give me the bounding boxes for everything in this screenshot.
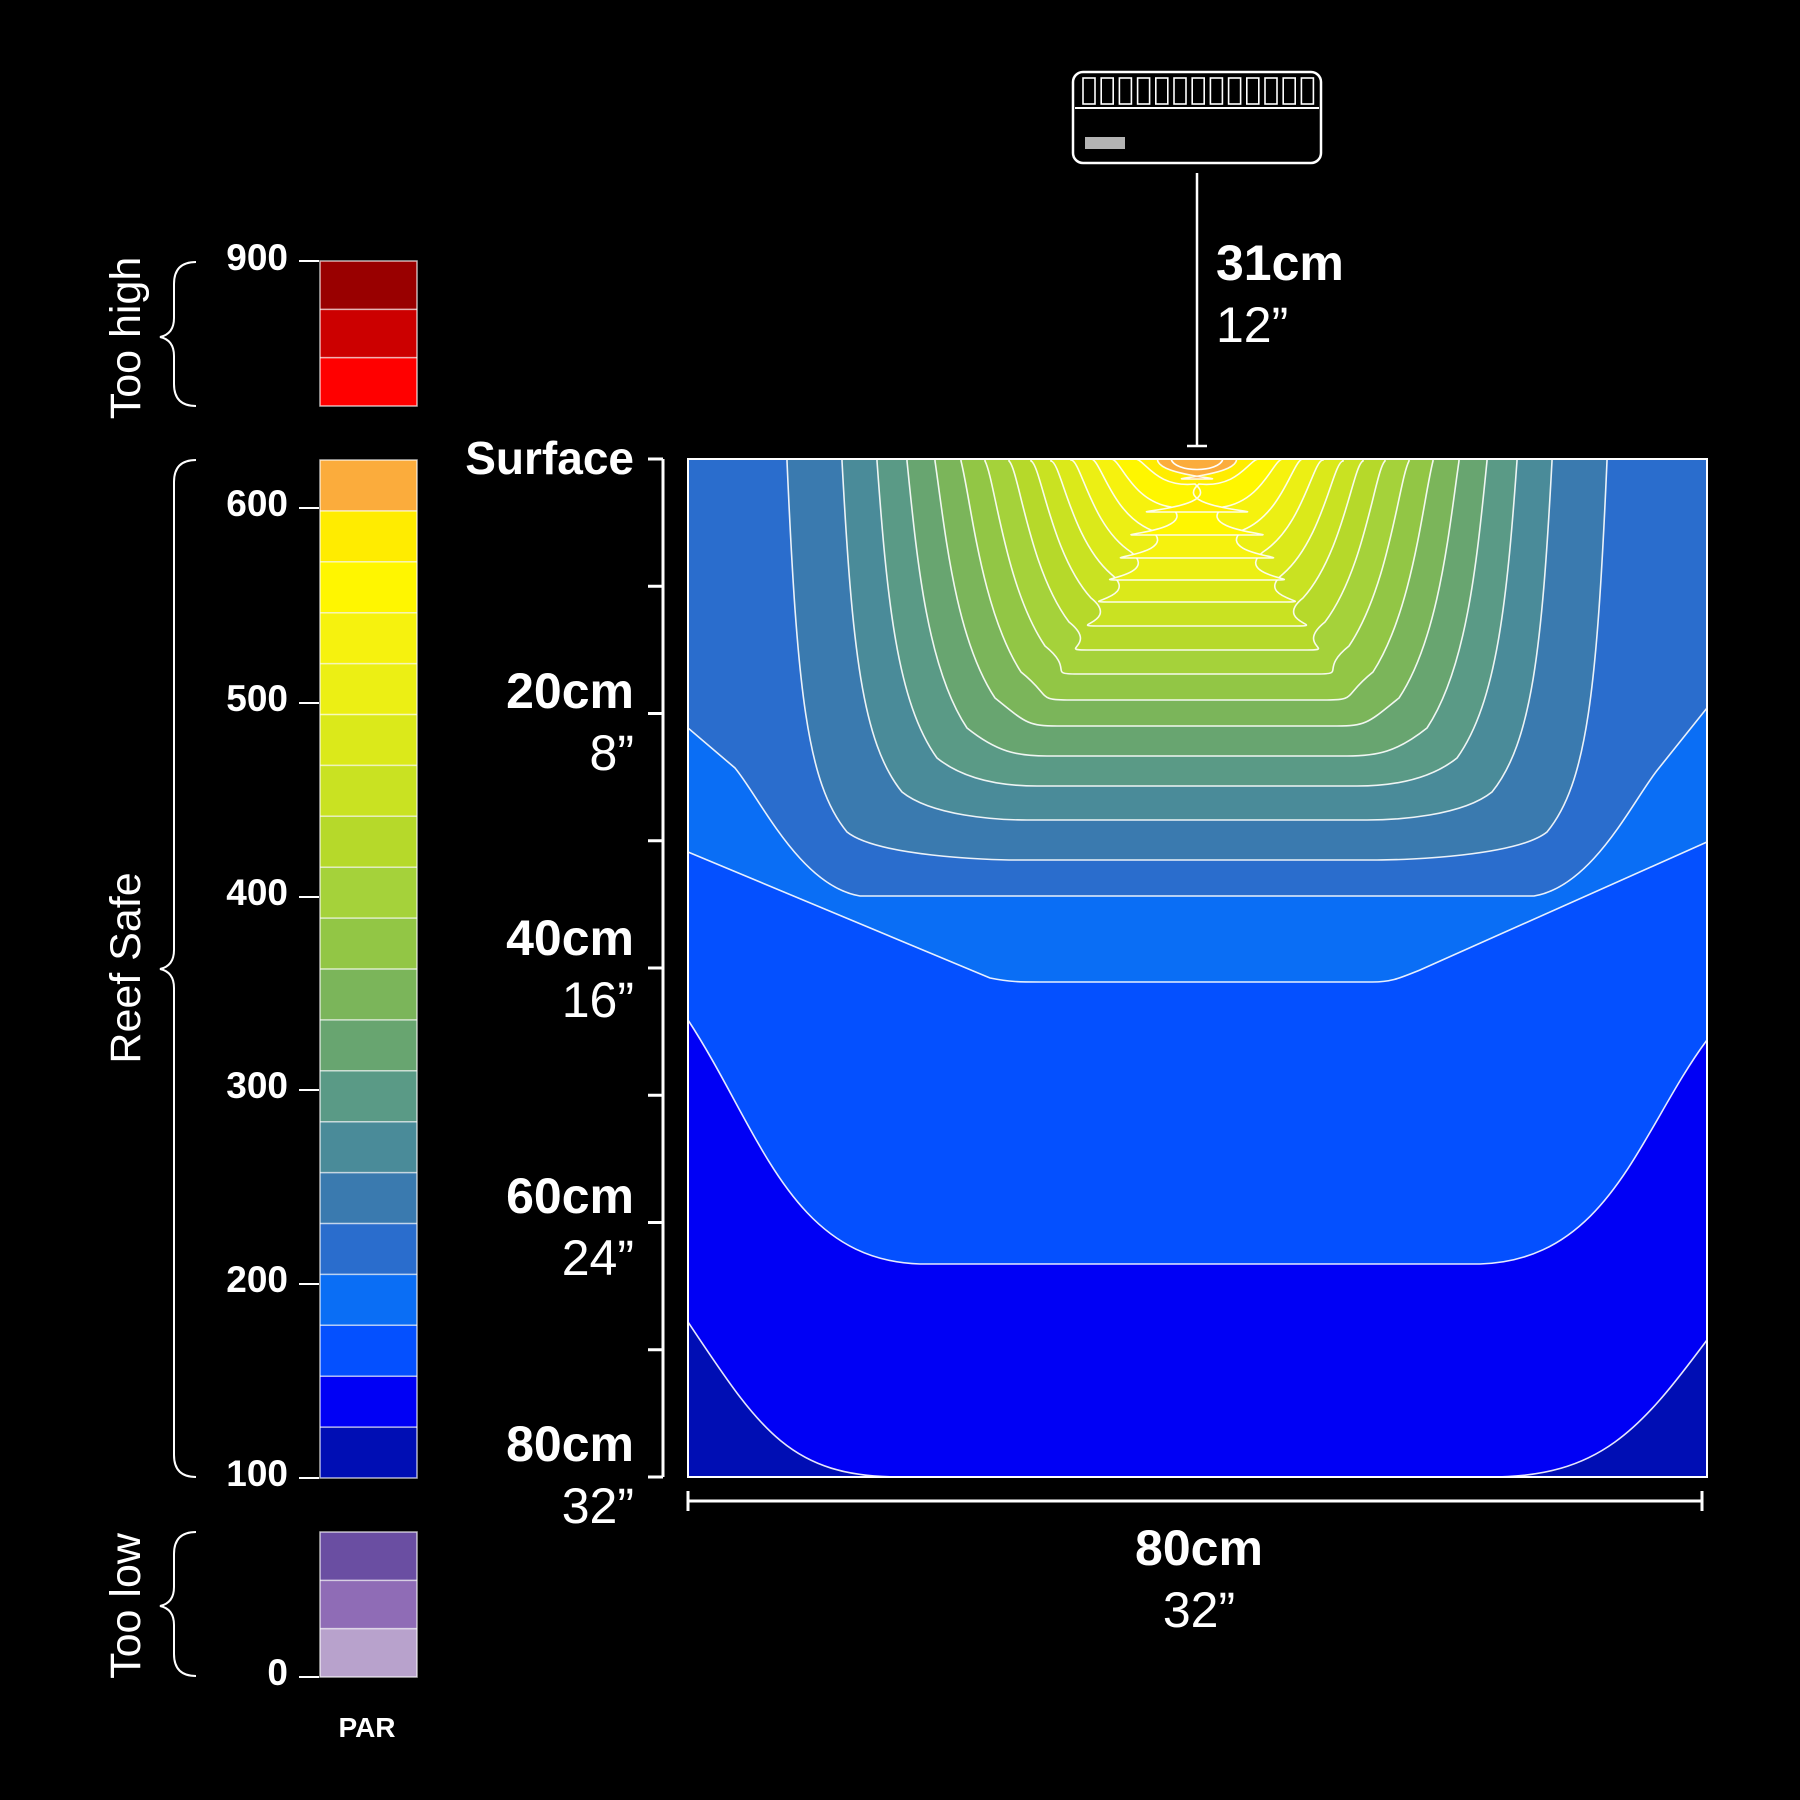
legend-group-label-too-low: Too low [102,1532,150,1679]
fixture-fin [1282,77,1296,105]
fixture-fin [1300,77,1315,105]
width-label-in: 32” [1163,1582,1235,1638]
legend-swatch [320,1532,417,1581]
depth-label-24in: 24” [562,1230,634,1286]
depth-label-32in: 32” [562,1478,634,1534]
depth-label-20cm: 20cm [506,663,634,719]
legend-ticks [299,260,319,1678]
legend-swatch [320,1223,417,1275]
depth-label-80cm: 80cm [506,1416,634,1472]
legend-swatch-border [319,459,418,1479]
legend-swatch-border [319,260,418,407]
legend-tick-labels: 900 600 500 400 300 200 100 0 [226,237,288,1693]
legend-swatch [320,714,417,766]
depth-label-40cm: 40cm [506,910,634,966]
contour-band [1134,459,1260,513]
par-contour-map [688,459,1707,1477]
fixture-fin [1173,77,1187,105]
legend-swatch [320,1325,417,1377]
legend-swatch [320,969,417,1020]
fixture-fin [1155,77,1169,105]
legend-swatches-too-high [319,260,418,407]
legend-swatches-too-low [319,1531,418,1678]
legend-swatch [320,1580,417,1629]
legend-swatch-border [319,1531,418,1678]
legend-swatch [320,1019,417,1071]
legend-swatch [320,1121,417,1173]
legend-swatch [320,309,417,358]
legend-swatch [320,1070,417,1122]
fixture-fin [1246,77,1260,105]
fixture-height-label-cm: 31cm [1216,235,1344,291]
fixture-height-label-in: 12” [1216,297,1288,353]
legend-swatch [320,1274,417,1326]
depth-label-8in: 8” [590,725,634,781]
legend-tick-label: 100 [226,1453,288,1494]
legend-tick-label: 400 [226,872,288,913]
fixture-fin [1227,77,1242,105]
width-axis: 80cm 32” [686,1491,1704,1638]
depth-label-16in: 16” [562,972,634,1028]
fixture-fin [1082,77,1096,105]
legend-title: PAR [338,1712,395,1743]
depth-axis: Surface 20cm 8” 40cm 16” 60cm 24” 80cm 3… [465,432,665,1534]
legend-swatch [320,1427,417,1478]
legend-tick-label: 300 [226,1065,288,1106]
legend-swatch [320,561,417,613]
depth-label-surface: Surface [465,432,634,484]
legend-tick-label: 0 [267,1652,288,1693]
legend-swatch [320,612,417,664]
depth-label-60cm: 60cm [506,1168,634,1224]
legend-swatch [320,765,417,817]
legend-swatch [320,460,417,511]
legend-swatch [320,357,417,406]
tank-outline [687,458,1708,1478]
fixture-fin [1209,77,1224,105]
legend-tick-label: 900 [226,237,288,278]
legend-swatch [320,1628,417,1677]
legend-swatch [320,867,417,919]
fixture-fin [1264,77,1278,105]
fixture-fin [1118,77,1133,105]
legend-swatches-reef-safe [319,459,418,1479]
legend-swatch [320,816,417,868]
fixture-fin [1100,77,1114,105]
legend-tick-label: 600 [226,483,288,524]
legend-swatch [320,261,417,310]
legend-braces [159,261,197,1677]
legend-swatch [320,663,417,715]
legend-tick-label: 200 [226,1259,288,1300]
legend-swatch [320,918,417,969]
legend-swatch [320,1376,417,1428]
legend-group-label-too-high: Too high [102,257,150,420]
legend-swatch [320,510,417,562]
light-fixture-icon [1071,70,1323,165]
fixture-fin [1191,77,1205,105]
legend-group-label-reef-safe: Reef Safe [102,872,150,1063]
legend-swatch [320,1172,417,1224]
legend-tick-label: 500 [226,678,288,719]
width-label-cm: 80cm [1135,1520,1263,1576]
fixture-fin [1136,77,1151,105]
